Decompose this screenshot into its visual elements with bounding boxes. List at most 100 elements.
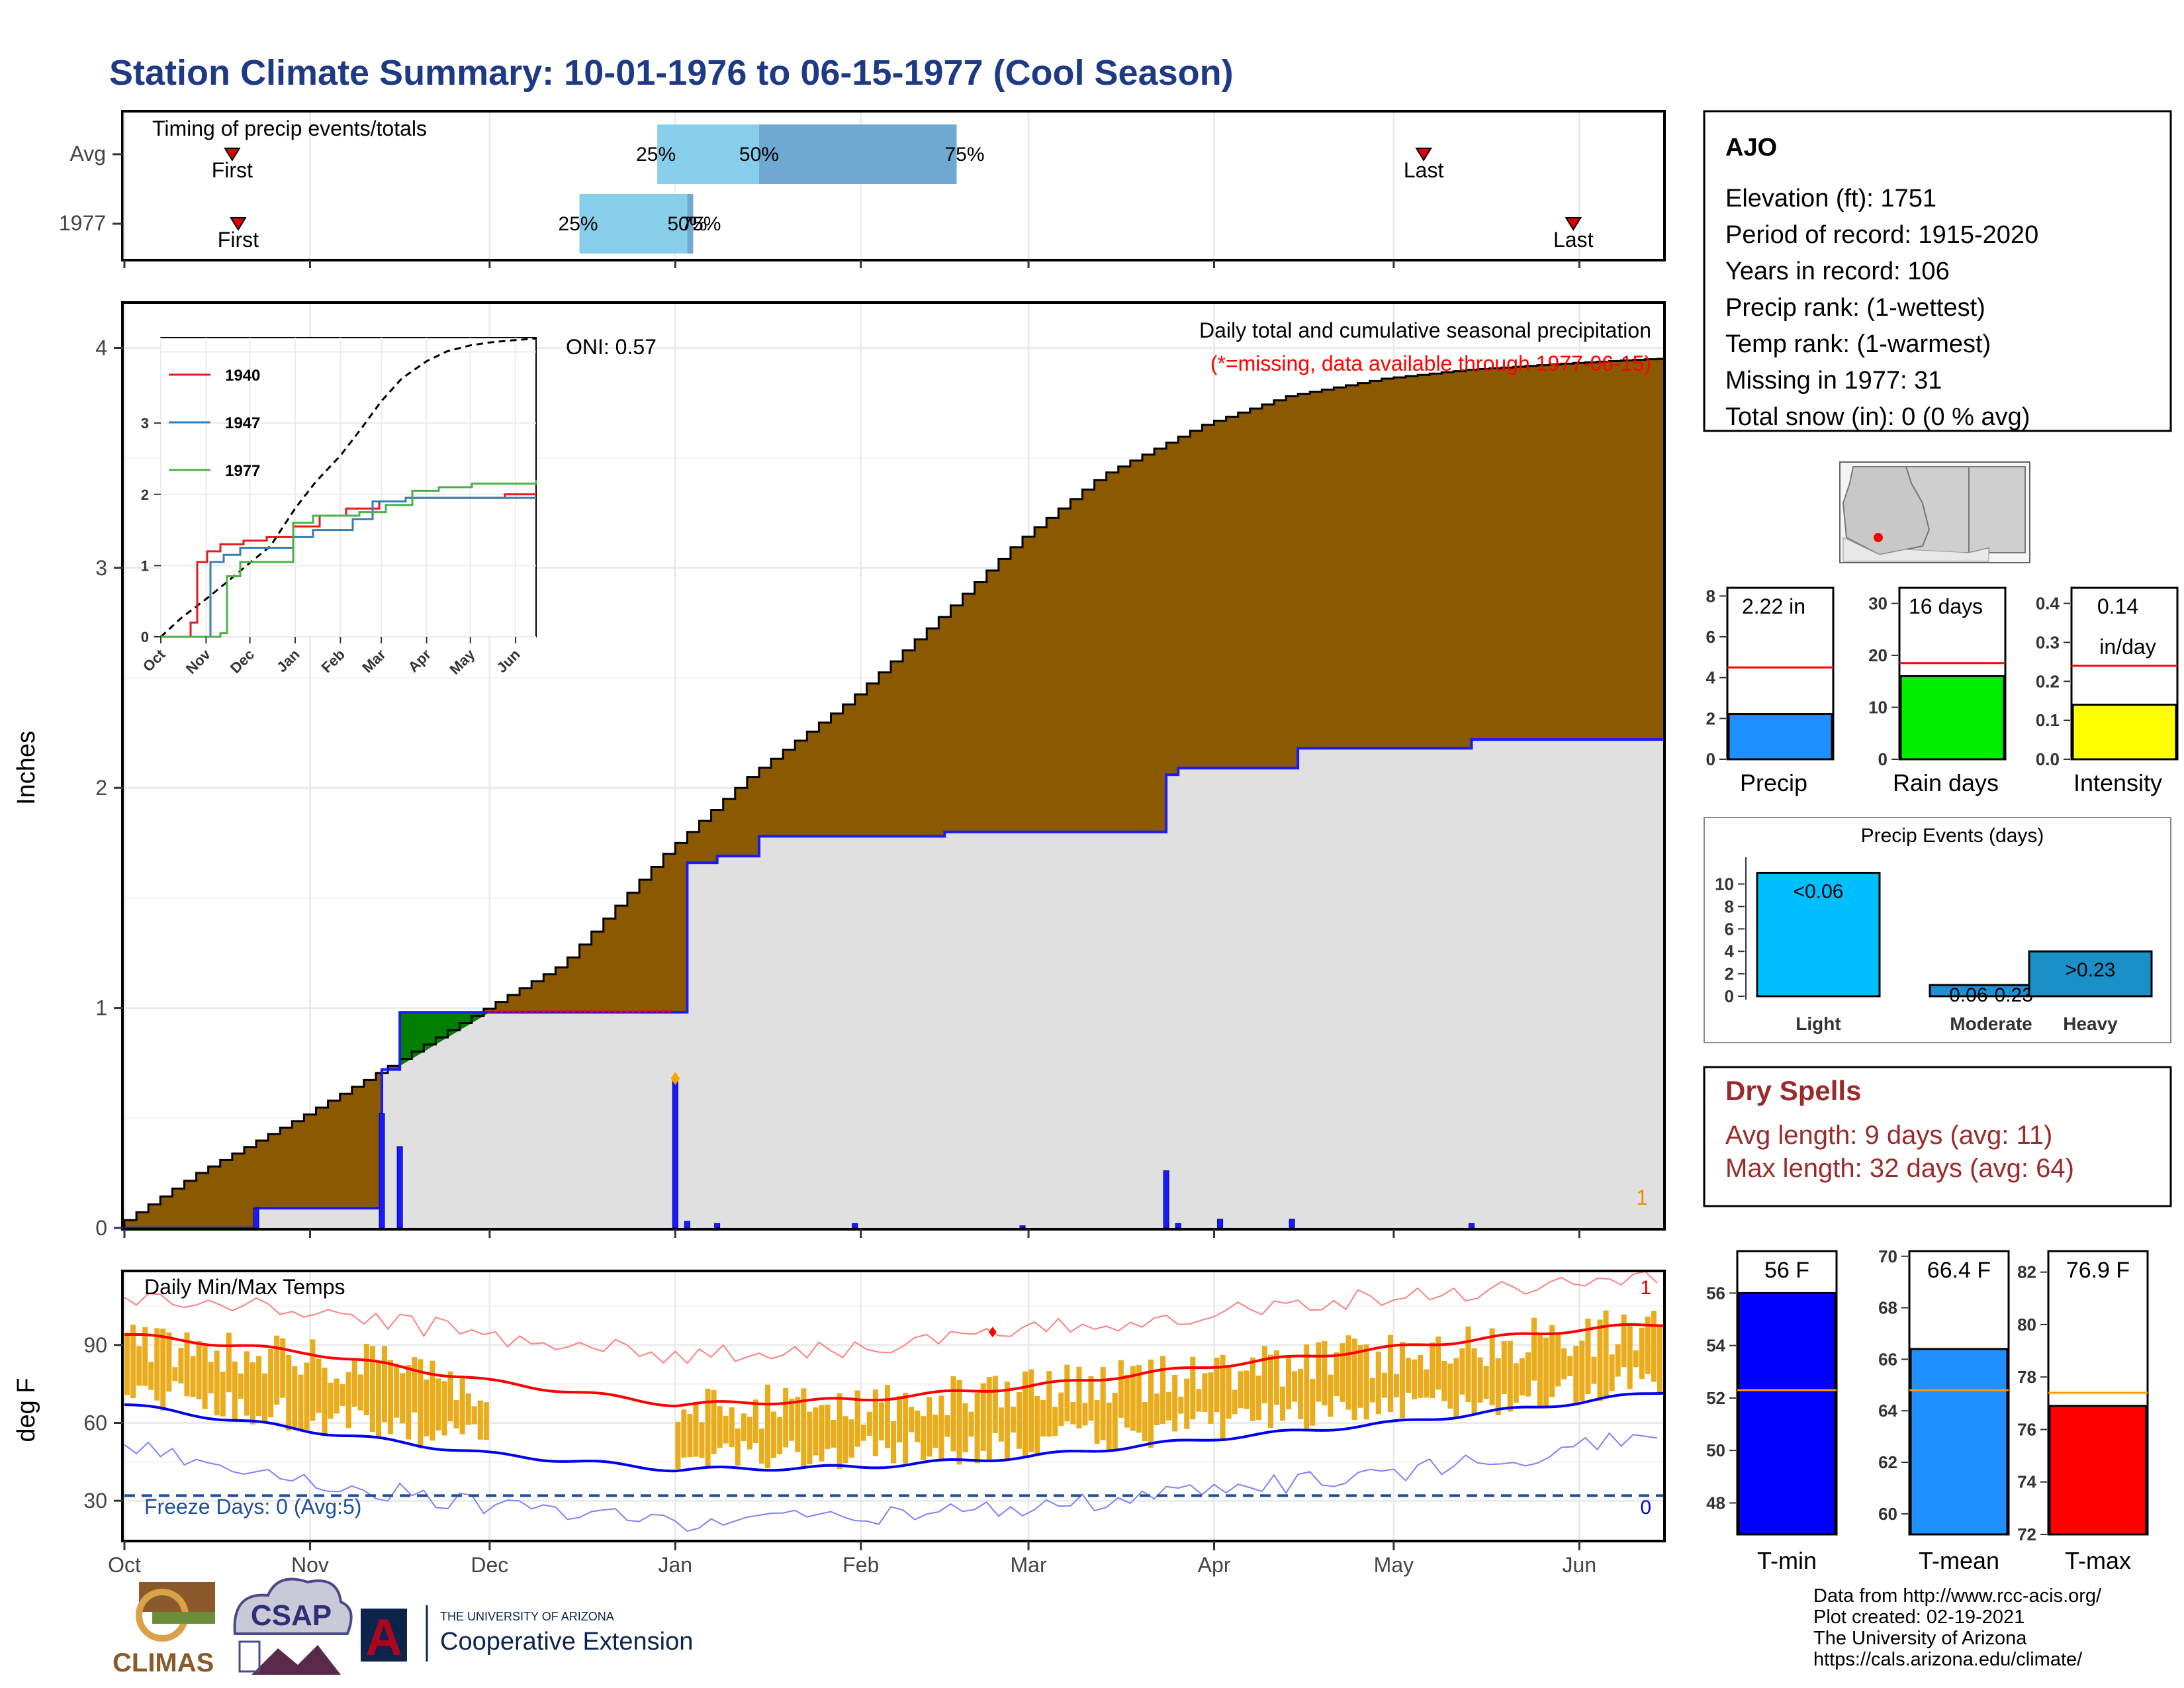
daily-temp-range-bar: [363, 1344, 369, 1415]
timing-marker-icon: [224, 148, 241, 162]
daily-temp-range-bar: [1591, 1356, 1597, 1384]
precip-legend-title: Daily total and cumulative seasonal prec…: [1199, 318, 1651, 342]
daily-temp-range-bar: [388, 1360, 394, 1434]
daily-temp-range-bar: [1519, 1358, 1525, 1396]
daily-precip-bar: [1163, 1170, 1169, 1229]
daily-temp-range-bar: [783, 1388, 789, 1448]
temp-ytick-label: 60: [83, 1411, 107, 1434]
daily-temp-range-bar: [1310, 1378, 1316, 1426]
daily-temp-range-bar: [1316, 1342, 1322, 1402]
daily-temp-range-bar: [1561, 1348, 1567, 1380]
daily-precip-bar: [396, 1146, 403, 1229]
daily-temp-range-bar: [1124, 1374, 1130, 1428]
daily-temp-range-bar: [1190, 1356, 1196, 1420]
precip-ytick-label: 3: [95, 556, 107, 580]
daily-temp-range-bar: [1304, 1344, 1310, 1430]
daily-temp-range-bar: [316, 1358, 322, 1413]
daily-temp-range-bar: [980, 1383, 986, 1451]
daily-precip-bar: [1019, 1225, 1026, 1229]
daily-temp-range-bar: [933, 1415, 938, 1448]
station-name: AJO: [1725, 134, 1777, 162]
missing-day-marker: *: [631, 1006, 637, 1022]
daily-temp-range-bar: [1424, 1369, 1430, 1398]
daily-temp-range-bar: [1250, 1357, 1255, 1421]
daily-temp-range-bar: [837, 1393, 842, 1470]
daily-temp-range-bar: [956, 1380, 962, 1465]
daily-temp-range-bar: [752, 1399, 758, 1444]
daily-temp-range-bar: [477, 1400, 483, 1440]
footer-credits: Data from http://www.rcc-acis.org/Plot c…: [1813, 1585, 2102, 1670]
temp-bar-value-text: 66.4 F: [1927, 1258, 1991, 1283]
daily-temp-range-bar: [777, 1417, 783, 1454]
missing-day-marker: *: [487, 1006, 493, 1022]
footer-credit-line: Data from http://www.rcc-acis.org/: [1813, 1585, 2102, 1607]
inset-legend-label: 1947: [225, 414, 260, 432]
missing-day-marker: *: [607, 1006, 613, 1022]
daily-temp-range-bar: [872, 1389, 878, 1456]
daily-temp-range-bar: [1597, 1319, 1603, 1401]
temp-bottom-count: 0: [1640, 1497, 1651, 1519]
daily-temp-range-bar: [897, 1395, 903, 1442]
daily-temp-range-bar: [1447, 1363, 1453, 1409]
daily-temp-range-bar: [1399, 1342, 1405, 1419]
daily-temp-range-bar: [382, 1346, 388, 1423]
daily-temp-range-bar: [465, 1393, 471, 1425]
daily-temp-range-bar: [1052, 1407, 1058, 1436]
daily-temp-range-bar: [1136, 1365, 1142, 1433]
daily-temp-range-bar: [1273, 1350, 1280, 1405]
daily-temp-range-bar: [705, 1388, 711, 1467]
station-info-line: Elevation (ft): 1751: [1725, 185, 1936, 212]
timing-title: Timing of precip events/totals: [152, 117, 427, 140]
temp-bar-value: [2048, 1405, 2148, 1536]
daily-temp-range-bar: [447, 1371, 453, 1422]
temp-xtick-label: Feb: [842, 1553, 879, 1577]
daily-temp-range-bar: [1082, 1403, 1088, 1426]
daily-temp-range-bar: [1160, 1356, 1166, 1424]
daily-temp-range-bar: [154, 1328, 160, 1401]
missing-day-marker: *: [570, 1006, 576, 1022]
daily-temp-range-bar: [1453, 1358, 1459, 1419]
daily-temp-range-bar: [178, 1348, 184, 1383]
precip-ytick-label: 0: [95, 1216, 107, 1240]
daily-temp-range-bar: [819, 1405, 825, 1462]
daily-temp-range-bar: [1513, 1363, 1519, 1403]
events-category-label: Moderate: [1950, 1013, 2032, 1034]
precip-count-label: 1: [1636, 1186, 1648, 1209]
mini-bar-ytick-label: 0.4: [2036, 594, 2060, 614]
footer-credit-line: https://cals.arizona.edu/climate/: [1813, 1649, 2083, 1670]
daily-temp-range-bar: [1418, 1354, 1424, 1398]
daily-temp-range-bar: [483, 1402, 489, 1440]
mini-bar-ytick-label: 0.0: [2036, 749, 2060, 769]
inset-legend-label: 1940: [225, 367, 260, 385]
daily-temp-range-bar: [1076, 1366, 1082, 1429]
daily-temp-range-bar: [693, 1401, 699, 1457]
daily-temp-range-bar: [1567, 1356, 1573, 1376]
csap-logo: CSAP: [233, 1577, 353, 1675]
footer-logos: CLIMAS CSAP A THE UNIVERSITY OF ARIZONA …: [113, 1577, 693, 1677]
daily-temp-range-bar: [1645, 1316, 1651, 1374]
daily-temp-range-bar: [304, 1362, 310, 1430]
daily-precip-bar: [852, 1223, 858, 1229]
daily-temp-range-bar: [130, 1325, 136, 1399]
station-info-line: Years in record: 106: [1725, 258, 1950, 285]
missing-day-marker: *: [643, 1006, 649, 1022]
timing-marker-label: Last: [1553, 228, 1594, 252]
daily-temp-range-bar: [1495, 1358, 1501, 1416]
temp-bar-ytick-label: 74: [2017, 1472, 2036, 1492]
missing-day-marker: *: [559, 1006, 565, 1022]
daily-temp-range-bar: [890, 1421, 897, 1464]
mini-bar-charts: 0 2 4 6 8 2.22 in Precip 0 10 20 30 16 days Rain day…: [1706, 586, 2179, 796]
daily-temp-range-bar: [1106, 1402, 1112, 1450]
timing-p25-label: 25%: [636, 144, 676, 165]
locator-map: [1839, 461, 2030, 563]
mini-bar-label: Precip: [1740, 769, 1807, 796]
daily-temp-range-bar: [1579, 1340, 1585, 1401]
daily-temp-range-bar: [160, 1329, 166, 1411]
daily-temp-range-bar: [1459, 1348, 1465, 1395]
daily-temp-range-bar: [1531, 1317, 1537, 1381]
daily-temp-range-bar: [322, 1368, 328, 1436]
daily-temp-range-bar: [220, 1372, 226, 1417]
daily-temp-range-bar: [1286, 1356, 1292, 1409]
